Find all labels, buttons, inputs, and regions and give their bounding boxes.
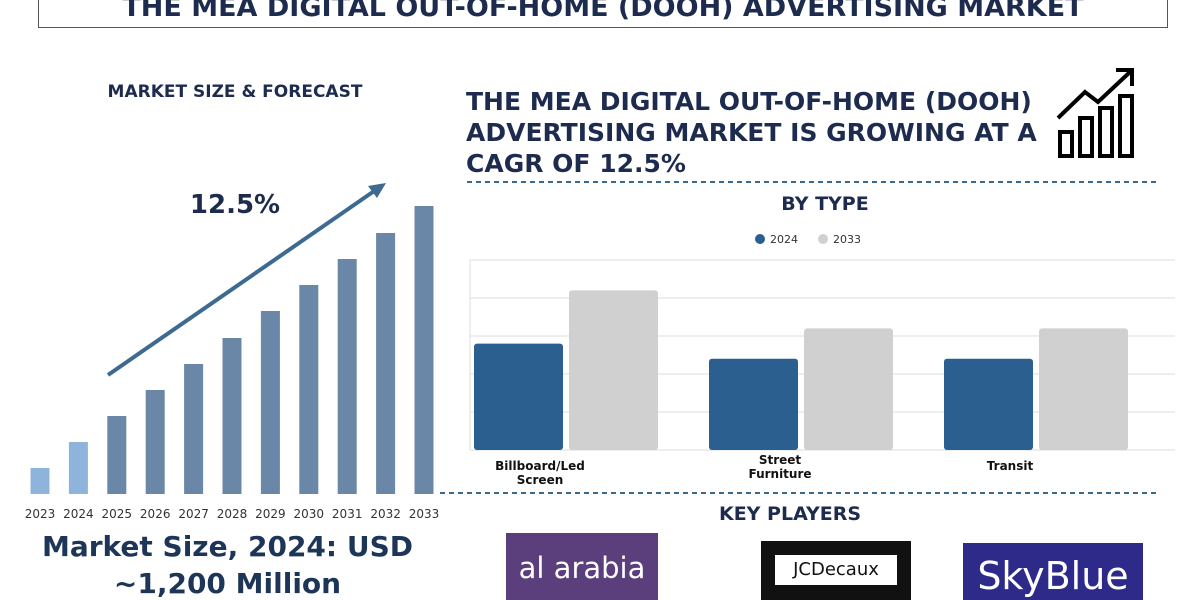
x-tick-label: 2029 [255, 507, 286, 521]
x-tick-label: Transit [986, 459, 1034, 473]
market-size-line: Market Size, 2024: USD [41, 530, 413, 563]
x-tick-label: Street Furniture [748, 453, 812, 481]
headline-line: CAGR OF 12.5% [466, 149, 686, 178]
page-title: THE MEA DIGITAL OUT-OF-HOME (DOOH) ADVER… [122, 0, 1084, 23]
bar [804, 328, 893, 450]
bar [376, 233, 396, 494]
bar [184, 364, 204, 494]
market-size-line: ~1,200 Million [113, 567, 342, 600]
headline-line: ADVERTISING MARKET IS GROWING AT A [466, 118, 1037, 147]
x-tick-label: 2027 [178, 507, 209, 521]
x-tick-label: 2030 [294, 507, 325, 521]
bar [474, 343, 563, 450]
bar [1039, 328, 1128, 450]
bar [944, 358, 1033, 450]
headline-line: THE MEA DIGITAL OUT-OF-HOME (DOOH) [466, 87, 1032, 116]
bar [30, 468, 50, 494]
x-tick-label: 2031 [332, 507, 363, 521]
legend-swatch [755, 234, 765, 244]
logo: JCDecaux [775, 555, 897, 585]
bar [337, 259, 357, 494]
bar [107, 416, 127, 494]
arrow-head [368, 183, 386, 198]
section-title: KEY PLAYERS [718, 503, 862, 525]
bar [68, 442, 88, 494]
legend-label: 2033 [833, 233, 861, 246]
type-chart: 2024 2033 [469, 233, 1175, 451]
growth-icon [1056, 68, 1134, 158]
bar [709, 358, 798, 450]
x-tick-label: 2033 [409, 507, 440, 521]
chart-title: MARKET SIZE & FORECAST [107, 82, 363, 102]
x-tick-label: 2026 [140, 507, 171, 521]
trend-arrow [106, 185, 382, 377]
x-tick-label: 2025 [102, 507, 133, 521]
x-tick-label: 2028 [217, 507, 248, 521]
logo: al arabia [506, 533, 658, 600]
bar [299, 285, 319, 494]
bar [145, 390, 165, 494]
bar [569, 290, 658, 450]
logo-box: JCDecaux [761, 541, 911, 600]
forecast-chart: 2023 2024 2025 2026 2027 2028 2029 2030 2031 2032… [25, 183, 440, 521]
legend-swatch [818, 234, 828, 244]
bar [260, 311, 280, 494]
x-tick-label: 2032 [370, 507, 401, 521]
bar [222, 338, 242, 494]
title-box [38, 0, 1168, 28]
legend-label: 2024 [770, 233, 798, 246]
x-tick-label: 2024 [63, 507, 94, 521]
x-tick-label: 2023 [25, 507, 56, 521]
headline: THE MEA DIGITAL OUT-OF-HOME (DOOH) ADVER… [466, 86, 1037, 179]
annotation: 12.5% [189, 190, 281, 220]
market-size: Market Size, 2024: USD ~1,200 Million [0, 528, 455, 600]
logo: SkyBlue [963, 543, 1143, 600]
chart-title: BY TYPE [781, 193, 869, 215]
bar [414, 206, 434, 494]
x-tick-label: Billboard/Led Screen [495, 459, 585, 487]
